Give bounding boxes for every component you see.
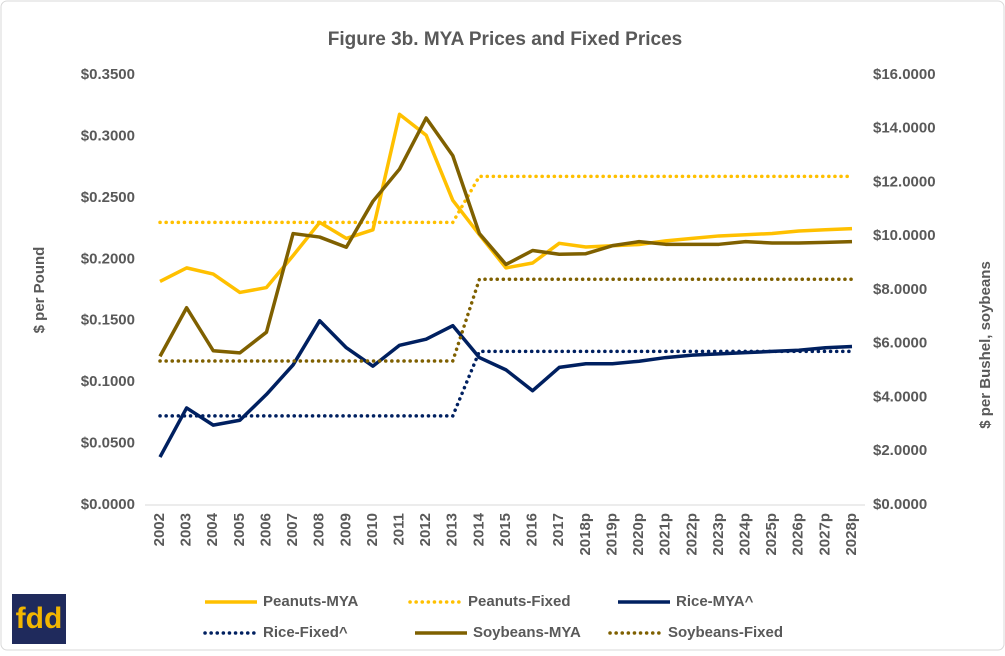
x-tick-label: 2019p [603,513,620,556]
y2-tick-label: $14.0000 [873,120,936,137]
x-tick-label: 2018p [577,513,594,556]
x-tick-label: 2005 [231,513,248,546]
y2-tick-label: $6.0000 [873,335,927,352]
x-tick-label: 2002 [151,513,168,546]
y2-tick-label: $12.0000 [873,173,936,190]
y2-tick-label: $4.0000 [873,388,927,405]
y2-tick-label: $10.0000 [873,227,936,244]
y2-tick-label: $8.0000 [873,281,927,298]
legend-label: Soybeans-Fixed [668,624,783,641]
y2-tick-label: $16.0000 [873,66,936,83]
y-tick-label: $0.3000 [81,127,135,144]
legend-label: Peanuts-MYA [263,593,358,610]
x-tick-label: 2020p [630,513,647,556]
y-tick-label: $0.1000 [81,373,135,390]
x-tick-label: 2021p [657,513,674,556]
y-tick-label: $0.2500 [81,189,135,206]
x-tick-label: 2016 [524,513,541,546]
x-tick-label: 2009 [337,513,354,546]
x-tick-label: 2013 [444,513,461,546]
x-tick-label: 2015 [497,513,514,546]
series-line [158,277,854,363]
legend-label: Rice-MYA^ [676,593,754,610]
y2-tick-label: $0.0000 [873,496,927,513]
x-tick-label: 2004 [204,512,221,546]
series-line [159,112,853,295]
y-tick-label: $0.1500 [81,312,135,329]
x-tick-label: 2024p [737,513,754,556]
series-line [158,116,853,358]
logo: fdd [16,602,63,635]
x-tick-label: 2025p [763,513,780,556]
legend-label: Peanuts-Fixed [468,593,571,610]
y-tick-label: $0.2000 [81,250,135,267]
x-tick-label: 2014 [470,512,487,546]
x-tick-label: 2026p [790,513,807,556]
series-line [158,174,854,225]
x-tick-label: 2003 [178,513,195,546]
logo-box [12,594,66,644]
x-tick-label: 2008 [311,513,328,546]
y-tick-label: $0.3500 [81,66,135,83]
x-tick-label: 2011 [391,513,408,546]
y2-axis-title: $ per Bushel, soybeans [977,261,994,429]
series-line [158,349,854,418]
y-axis-title: $ per Pound [31,247,48,334]
chart-title: Figure 3b. MYA Prices and Fixed Prices [328,29,682,50]
y-tick-label: $0.0500 [81,435,135,452]
x-tick-label: 2028p [843,513,860,556]
x-tick-label: 2012 [417,513,434,546]
y2-tick-label: $2.0000 [873,442,927,459]
x-tick-label: 2022p [683,513,700,556]
x-tick-label: 2006 [257,513,274,546]
legend-label: Rice-Fixed^ [263,624,348,641]
x-tick-label: 2023p [710,513,727,556]
legend-label: Soybeans-MYA [473,624,581,641]
x-tick-label: 2027p [816,513,833,556]
series-line [158,318,853,458]
x-tick-label: 2007 [284,513,301,546]
x-tick-label: 2010 [364,513,381,546]
y-tick-label: $0.0000 [81,496,135,513]
x-tick-label: 2017 [550,513,567,546]
